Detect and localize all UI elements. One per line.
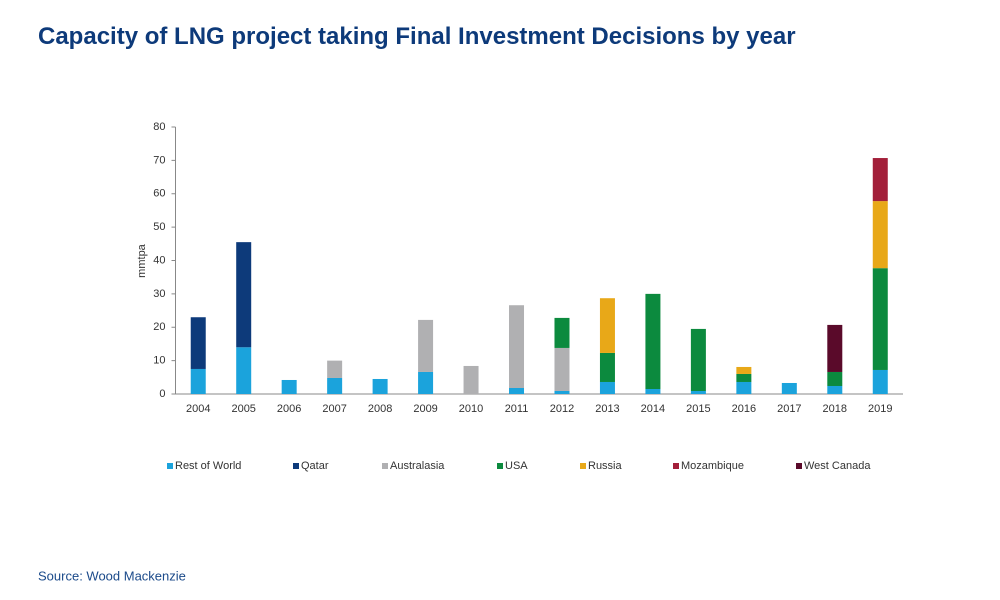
bar-segment xyxy=(827,324,843,372)
legend-label: Rest of World xyxy=(175,460,241,472)
bar-segment xyxy=(827,385,843,394)
bar-segment xyxy=(872,201,888,269)
x-tick-label: 2005 xyxy=(231,403,255,415)
bar-segment xyxy=(281,379,297,394)
x-tick-label: 2016 xyxy=(732,403,756,415)
bar-segment xyxy=(736,366,752,374)
y-tick-label: 10 xyxy=(153,355,165,367)
legend-label: Russia xyxy=(588,460,623,472)
legend-label: Mozambique xyxy=(681,460,744,472)
bar-segment xyxy=(190,368,206,394)
bar-segment xyxy=(418,319,434,372)
bar-segment xyxy=(554,347,570,391)
legend-swatch xyxy=(167,463,173,469)
x-tick-label: 2013 xyxy=(595,403,619,415)
chart-title: Capacity of LNG project taking Final Inv… xyxy=(38,23,796,50)
x-tick-label: 2015 xyxy=(686,403,710,415)
x-tick-label: 2018 xyxy=(823,403,847,415)
bar-segment xyxy=(509,387,525,394)
bar-segment xyxy=(645,388,661,394)
x-tick-label: 2014 xyxy=(641,403,665,415)
legend-swatch xyxy=(580,463,586,469)
x-tick-label: 2019 xyxy=(868,403,892,415)
bar-segment xyxy=(236,242,252,348)
legend-swatch xyxy=(497,463,503,469)
legend-swatch xyxy=(673,463,679,469)
x-tick-label: 2009 xyxy=(413,403,437,415)
bar-segment xyxy=(554,317,570,348)
y-tick-label: 20 xyxy=(153,321,165,333)
bar-segment xyxy=(599,298,615,353)
bar-segment xyxy=(872,158,888,202)
legend-label: West Canada xyxy=(804,460,871,472)
source: Source: Wood Mackenzie xyxy=(38,568,186,583)
bar-segment xyxy=(736,373,752,382)
bar-segment xyxy=(599,381,615,394)
legend-swatch xyxy=(382,463,388,469)
bar-segment xyxy=(463,365,479,394)
bar-segment xyxy=(736,381,752,394)
x-tick-label: 2007 xyxy=(322,403,346,415)
x-tick-label: 2012 xyxy=(550,403,574,415)
y-tick-label: 50 xyxy=(153,221,165,233)
legend-label: USA xyxy=(505,460,528,472)
bar-segment xyxy=(872,268,888,370)
y-axis-label: mmtpa xyxy=(136,243,148,278)
bar-segment xyxy=(599,352,615,382)
bar-segment xyxy=(327,377,343,394)
y-tick-label: 0 xyxy=(159,388,165,400)
bar-segment xyxy=(872,369,888,394)
legend-label: Qatar xyxy=(301,460,329,472)
bar-segment xyxy=(190,317,206,369)
x-tick-label: 2006 xyxy=(277,403,301,415)
y-tick-label: 30 xyxy=(153,288,165,300)
legend-swatch xyxy=(796,463,802,469)
bar-segment xyxy=(509,305,525,388)
x-tick-label: 2008 xyxy=(368,403,392,415)
y-tick-label: 40 xyxy=(153,254,165,266)
bar-segment xyxy=(645,293,661,389)
x-tick-label: 2017 xyxy=(777,403,801,415)
bar-segment xyxy=(236,347,252,394)
bar-segment xyxy=(827,371,843,386)
bar-segment xyxy=(418,371,434,394)
x-tick-label: 2011 xyxy=(505,403,529,415)
bar-segment xyxy=(554,390,570,394)
bar-segment xyxy=(327,360,343,378)
x-tick-label: 2010 xyxy=(459,403,483,415)
bar-segment xyxy=(690,328,706,391)
bar-segment xyxy=(372,378,388,394)
legend-label: Australasia xyxy=(390,460,445,472)
y-tick-label: 80 xyxy=(153,121,165,133)
bar-segment xyxy=(690,390,706,394)
x-tick-label: 2004 xyxy=(186,403,210,415)
y-tick-label: 70 xyxy=(153,154,165,166)
bar-segment xyxy=(781,382,797,394)
y-tick-label: 60 xyxy=(153,188,165,200)
legend-swatch xyxy=(293,463,299,469)
